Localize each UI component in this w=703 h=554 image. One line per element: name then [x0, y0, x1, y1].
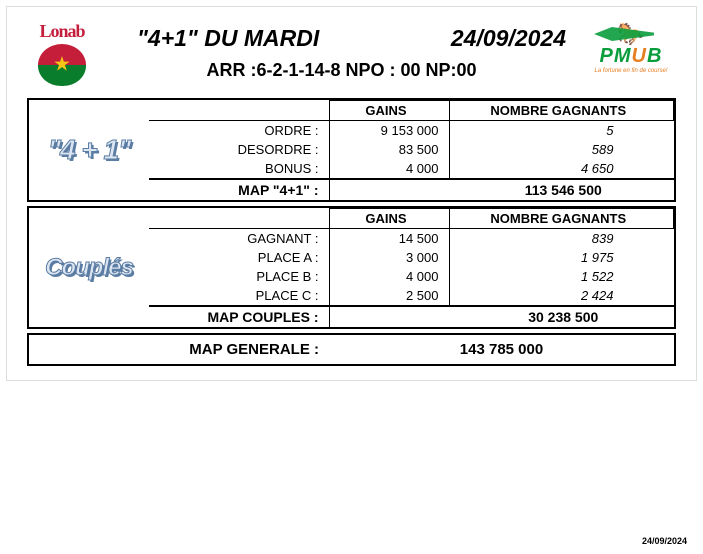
row-label: PLACE B :	[149, 267, 329, 286]
row-nombre: 1 522	[449, 267, 674, 286]
col-gains: GAINS	[329, 101, 449, 121]
table-row: BONUS : 4 000 4 650	[149, 159, 674, 179]
block-4plus1-label: "4 + 1"	[29, 100, 149, 200]
row-nombre: 2 424	[449, 286, 674, 306]
row-label: GAGNANT :	[149, 229, 329, 249]
generale-label: MAP GENERALE :	[29, 335, 329, 364]
map-row: MAP "4+1" : 113 546 500	[149, 179, 674, 200]
table-row: PLACE B : 4 000 1 522	[149, 267, 674, 286]
table-row: ORDRE : 9 153 000 5	[149, 121, 674, 141]
pmub-tagline: La fortune en fin de course!	[586, 68, 676, 74]
lonab-flag-icon	[38, 44, 86, 86]
row-gains: 3 000	[329, 248, 449, 267]
row-label: ORDRE :	[149, 121, 329, 141]
map-row: MAP COUPLES : 30 238 500	[149, 306, 674, 327]
header-center: "4+1" DU MARDI 24/09/2024 ARR :6-2-1-14-…	[97, 21, 586, 81]
table-couples: GAINS NOMBRE GAGNANTS GAGNANT : 14 500 8…	[149, 208, 674, 327]
col-gains: GAINS	[329, 209, 449, 229]
block-generale: MAP GENERALE : 143 785 000	[27, 333, 676, 366]
row-nombre: 839	[449, 229, 674, 249]
header: Lonab "4+1" DU MARDI 24/09/2024 ARR :6-2…	[19, 17, 684, 94]
row-nombre: 589	[449, 140, 674, 159]
table-header-row: GAINS NOMBRE GAGNANTS	[149, 209, 674, 229]
lonab-logo: Lonab	[27, 21, 97, 86]
draw-date: 24/09/2024	[451, 25, 566, 52]
table-row: PLACE A : 3 000 1 975	[149, 248, 674, 267]
pmub-logo-text: PMUB	[586, 45, 676, 68]
col-nombre: NOMBRE GAGNANTS	[449, 101, 674, 121]
footer-date: 24/09/2024	[642, 536, 687, 546]
table-row: PLACE C : 2 500 2 424	[149, 286, 674, 306]
row-gains: 9 153 000	[329, 121, 449, 141]
row-label: BONUS :	[149, 159, 329, 179]
row-gains: 83 500	[329, 140, 449, 159]
horse-icon: 🐎	[586, 23, 676, 45]
table-row: DESORDRE : 83 500 589	[149, 140, 674, 159]
block-couples-label: Couplés	[29, 208, 149, 327]
draw-title: "4+1" DU MARDI	[137, 25, 319, 52]
row-gains: 4 000	[329, 267, 449, 286]
lonab-logo-text: Lonab	[39, 21, 84, 42]
arrival-line: ARR :6-2-1-14-8 NPO : 00 NP:00	[97, 60, 586, 81]
results-page: Lonab "4+1" DU MARDI 24/09/2024 ARR :6-2…	[6, 6, 697, 381]
row-label: PLACE C :	[149, 286, 329, 306]
col-nombre: NOMBRE GAGNANTS	[449, 209, 674, 229]
row-nombre: 1 975	[449, 248, 674, 267]
pmub-logo: 🐎 PMUB La fortune en fin de course!	[586, 21, 676, 74]
row-gains: 14 500	[329, 229, 449, 249]
row-nombre: 4 650	[449, 159, 674, 179]
map-value: 113 546 500	[449, 179, 674, 200]
map-label: MAP COUPLES :	[149, 306, 329, 327]
row-label: DESORDRE :	[149, 140, 329, 159]
row-label: PLACE A :	[149, 248, 329, 267]
generale-value: 143 785 000	[329, 335, 674, 364]
table-4plus1: GAINS NOMBRE GAGNANTS ORDRE : 9 153 000 …	[149, 100, 674, 200]
map-value: 30 238 500	[449, 306, 674, 327]
block-4plus1: "4 + 1" GAINS NOMBRE GAGNANTS ORDRE : 9 …	[27, 98, 676, 202]
block-couples: Couplés GAINS NOMBRE GAGNANTS GAGNANT : …	[27, 206, 676, 329]
label-couples-text: Couplés	[45, 256, 133, 280]
row-gains: 2 500	[329, 286, 449, 306]
table-row: GAGNANT : 14 500 839	[149, 229, 674, 249]
row-nombre: 5	[449, 121, 674, 141]
row-gains: 4 000	[329, 159, 449, 179]
table-header-row: GAINS NOMBRE GAGNANTS	[149, 101, 674, 121]
label-4plus1-text: "4 + 1"	[48, 136, 131, 164]
map-label: MAP "4+1" :	[149, 179, 329, 200]
